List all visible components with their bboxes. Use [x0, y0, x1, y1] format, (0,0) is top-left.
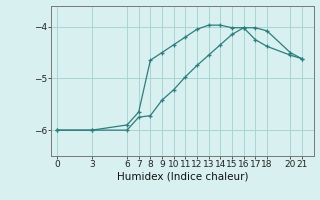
X-axis label: Humidex (Indice chaleur): Humidex (Indice chaleur) — [117, 172, 248, 182]
